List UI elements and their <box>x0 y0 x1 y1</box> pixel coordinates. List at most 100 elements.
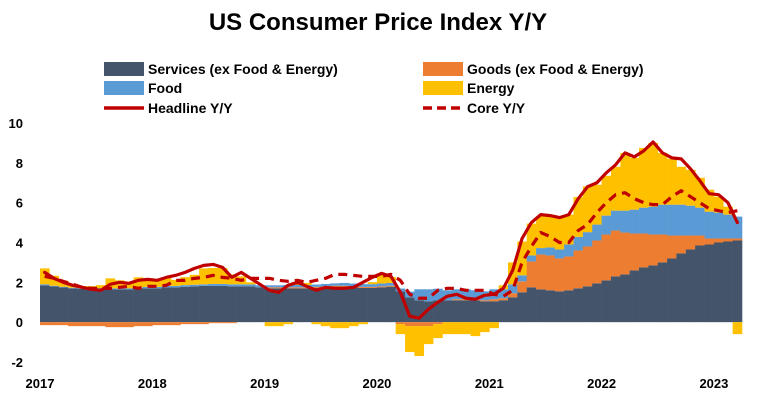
legend-item: Food <box>104 80 182 96</box>
bar-segment <box>348 283 359 287</box>
bar-segment <box>629 233 640 271</box>
bar-segment <box>554 258 565 292</box>
y-tick-label: 8 <box>16 156 23 171</box>
bar-segment <box>180 285 191 287</box>
plot-area <box>40 140 743 357</box>
bar-segment <box>461 289 471 300</box>
bar-segment <box>124 282 134 289</box>
bar-segment <box>330 286 340 323</box>
bar-segment <box>582 286 593 323</box>
y-tick-label: 4 <box>16 236 24 251</box>
bar-segment <box>610 276 621 323</box>
bar-segment <box>245 284 256 287</box>
bar-segment <box>732 240 743 323</box>
core-line <box>44 189 738 300</box>
bar-segment <box>592 224 602 241</box>
legend-item: Goods (ex Food & Energy) <box>423 61 644 77</box>
bar-segment <box>152 278 162 287</box>
bar-segment <box>86 288 97 323</box>
bar-segment <box>592 283 602 323</box>
bar-segment <box>582 232 593 247</box>
bar-segment <box>536 248 546 255</box>
bar-segment <box>358 322 368 325</box>
bar-segment <box>171 279 181 286</box>
bar-segment <box>199 284 209 286</box>
y-tick-label: 0 <box>16 315 23 330</box>
bar-segment <box>124 288 134 290</box>
bar-segment <box>508 284 518 294</box>
bar-segment <box>685 205 696 236</box>
bar-segment <box>479 300 490 302</box>
bar-segment <box>732 322 743 335</box>
x-tick-label: 2020 <box>362 376 391 391</box>
bar-segment <box>695 235 705 246</box>
bar-segment <box>461 300 471 323</box>
bar-segment <box>414 322 425 327</box>
bar-segment <box>629 270 640 323</box>
bar-segment <box>489 322 499 329</box>
bar-segment <box>180 286 191 323</box>
bar-segment <box>620 152 630 211</box>
bar-segment <box>124 322 134 328</box>
bar-segment <box>96 285 106 289</box>
bar-segment <box>498 300 509 323</box>
bar-segment <box>423 301 434 323</box>
bar-segment <box>339 322 350 329</box>
bar-segment <box>330 283 340 286</box>
bar-segment <box>283 287 294 289</box>
bar-segment <box>620 210 630 233</box>
bar-segment <box>498 298 509 301</box>
bar-segment <box>96 322 106 327</box>
bar-segment <box>161 287 172 323</box>
bar-segment <box>152 322 162 326</box>
bar-segment <box>676 253 687 323</box>
bar-segment <box>423 326 434 345</box>
headline-line <box>43 140 739 320</box>
x-tick-label: 2021 <box>475 376 504 391</box>
bar-segment <box>264 322 275 327</box>
bar-segment <box>339 282 350 286</box>
bar-segment <box>601 215 612 235</box>
bar-segment <box>554 291 565 323</box>
bar-segment <box>423 322 434 327</box>
bar-segment <box>208 285 219 323</box>
bar-segment <box>330 285 340 287</box>
bar-segment <box>629 209 640 234</box>
x-axis: 2017 2018 2019 2020 2021 2022 2023 <box>26 376 729 391</box>
bar-segment <box>573 197 584 237</box>
bar-segment <box>685 249 696 323</box>
bar-segment <box>142 288 153 323</box>
bar-segment <box>433 322 443 325</box>
bar-segment <box>264 288 275 323</box>
bar-segment <box>713 238 724 243</box>
bar-segment <box>236 284 247 287</box>
bar-segment <box>554 217 565 250</box>
bar-segment <box>667 158 677 205</box>
bar-segment <box>667 258 677 323</box>
legend-swatch <box>104 62 144 76</box>
bar-segment <box>442 300 453 323</box>
bar-segment <box>189 286 200 323</box>
bar-segment <box>58 286 69 288</box>
bar-segment <box>358 286 368 288</box>
bar-segment <box>451 299 462 301</box>
bar-segment <box>526 261 537 288</box>
bar-segment <box>648 265 659 323</box>
bar-segment <box>582 246 593 287</box>
bar-segment <box>610 166 621 211</box>
bar-segment <box>676 166 687 205</box>
legend-item: Headline Y/Y <box>104 100 233 116</box>
bar-segment <box>657 152 668 205</box>
bar-segment <box>479 301 490 323</box>
legend-swatch <box>423 62 463 76</box>
bar-segment <box>161 322 172 326</box>
bar-segment <box>536 254 546 290</box>
bar-segment <box>545 255 556 291</box>
bar-segment <box>620 232 630 275</box>
bar-segment <box>648 206 659 235</box>
y-tick-label: 2 <box>16 275 23 290</box>
legend-label: Core Y/Y <box>467 100 526 116</box>
bar-segment <box>367 282 378 285</box>
bar-segment <box>461 322 471 335</box>
bar-segment <box>376 287 387 323</box>
